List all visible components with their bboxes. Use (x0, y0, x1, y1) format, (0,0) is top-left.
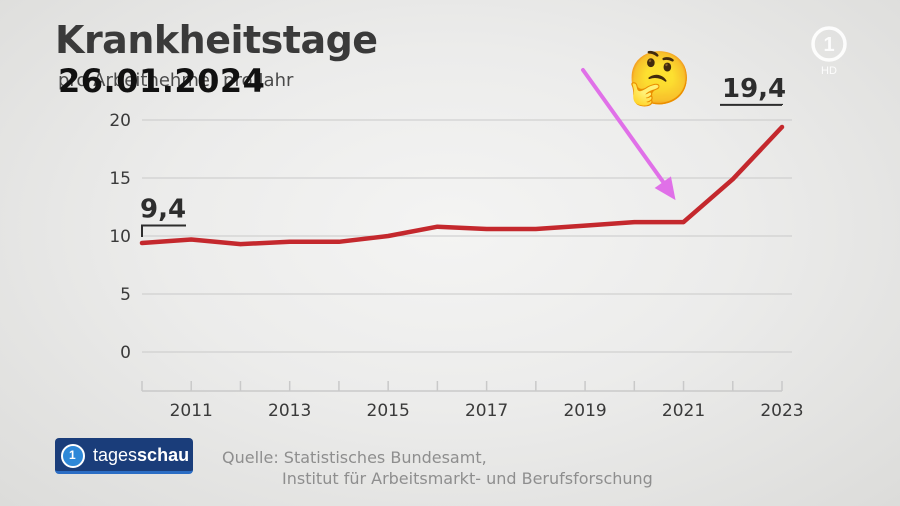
y-tick-label: 0 (120, 343, 131, 363)
brand-name: tagesschau (93, 445, 189, 466)
data-point (189, 237, 194, 242)
data-point (336, 239, 341, 244)
data-point (632, 220, 637, 225)
y-tick-label: 10 (109, 227, 131, 247)
tagesschau-logo-number: 1 (69, 448, 76, 462)
hd-label: HD (821, 65, 837, 77)
source-note: Quelle: Statistisches Bundesamt, Institu… (222, 447, 653, 489)
data-point (681, 220, 686, 225)
data-point (435, 224, 440, 229)
data-point (730, 177, 735, 182)
source-line-2: Institut für Arbeitsmarkt- und Berufsfor… (282, 469, 653, 488)
y-tick-label: 5 (120, 285, 131, 305)
date-overlay: 26.01.2024 (58, 62, 266, 100)
x-tick-label: 2023 (760, 401, 803, 421)
annotation-label: 9,4 (140, 195, 186, 225)
x-tick-label: 2015 (367, 401, 410, 421)
data-point (140, 240, 144, 245)
arrow-shaft (581, 68, 670, 191)
annotation-bracket (141, 224, 186, 237)
tagesschau-1-icon (61, 444, 85, 468)
y-tick-label: 20 (109, 111, 131, 131)
x-tick-label: 2021 (662, 401, 705, 421)
svg-text:1: 1 (823, 34, 834, 56)
source-line-1: Quelle: Statistisches Bundesamt, (222, 448, 487, 467)
data-point (533, 227, 538, 232)
tagesschau-logo: 1 tagesschau (55, 438, 193, 474)
x-tick-label: 2013 (268, 401, 311, 421)
x-tick-label: 2017 (465, 401, 508, 421)
x-tick-label: 2011 (170, 401, 213, 421)
chart-subtitle: pro Arbeitnehmer pro Jahr (58, 70, 294, 91)
brand-name-bold: schau (137, 445, 190, 465)
x-tick-label: 2019 (563, 401, 606, 421)
data-point (780, 124, 784, 129)
ard-1-hd-logo-icon: 1 HD (811, 26, 847, 77)
data-point (484, 227, 489, 232)
data-point (386, 234, 391, 238)
data-point (238, 242, 243, 247)
brand-name-light: tages (93, 445, 138, 465)
chart-title: Krankheitstage (55, 18, 378, 62)
data-point (583, 223, 588, 228)
y-tick-label: 15 (109, 169, 131, 189)
series-line (139, 124, 785, 247)
data-point (287, 239, 292, 244)
annotation-label: 19,4 (722, 74, 786, 104)
thinking-face-emoji: 🤔 (627, 49, 692, 109)
arrow-head (654, 176, 676, 201)
